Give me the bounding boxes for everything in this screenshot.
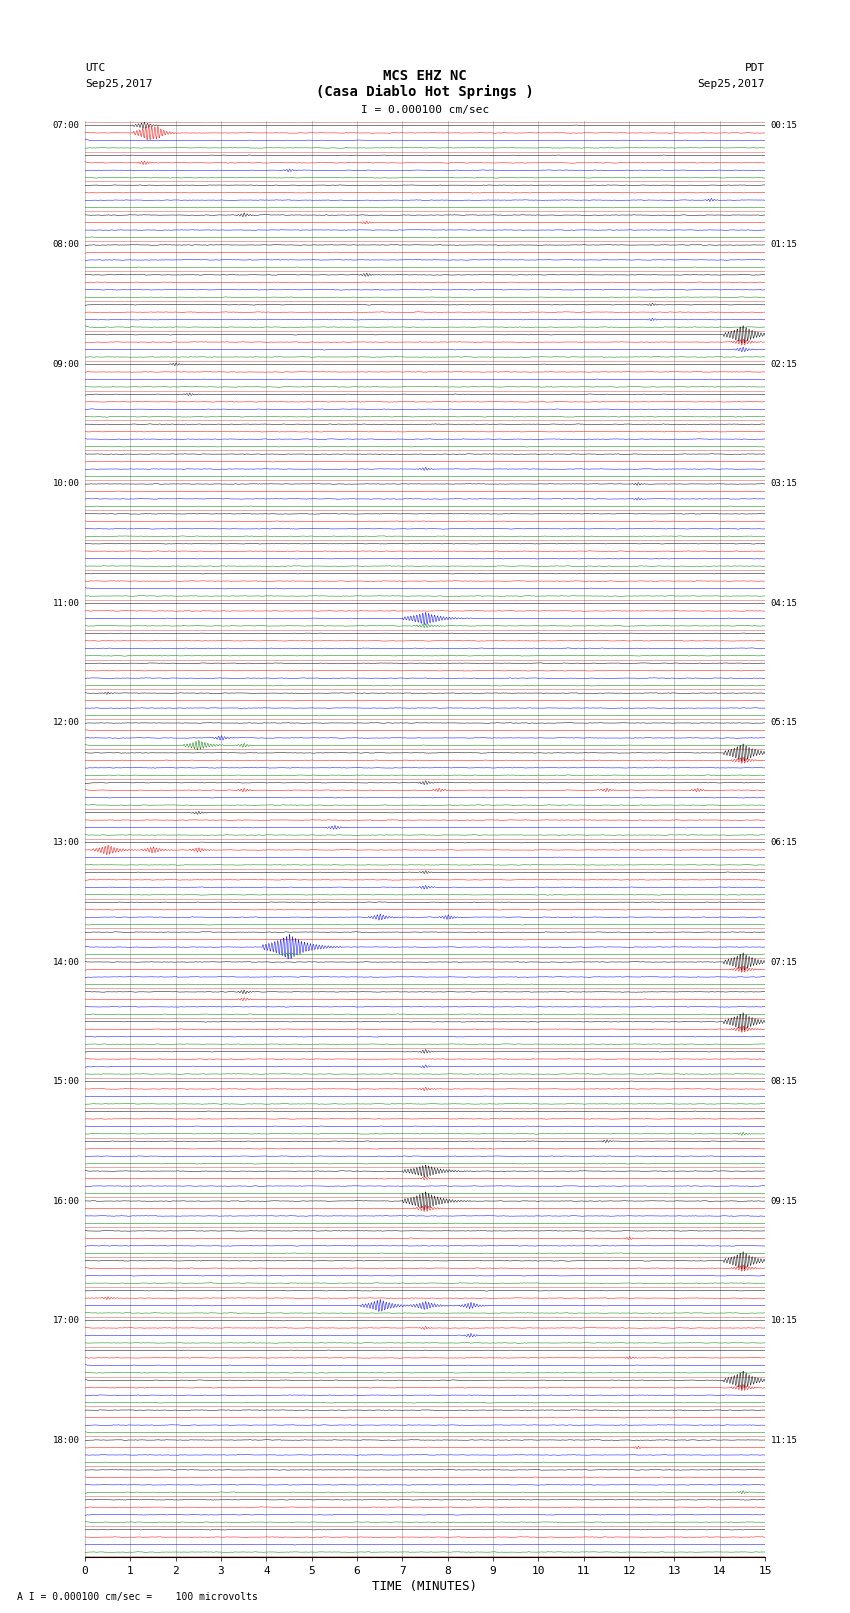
X-axis label: TIME (MINUTES): TIME (MINUTES) bbox=[372, 1579, 478, 1592]
Text: Sep25,2017: Sep25,2017 bbox=[698, 79, 765, 89]
Text: 09:15: 09:15 bbox=[770, 1197, 797, 1205]
Text: 11:00: 11:00 bbox=[53, 598, 80, 608]
Text: 09:00: 09:00 bbox=[53, 360, 80, 369]
Text: 16:00: 16:00 bbox=[53, 1197, 80, 1205]
Text: 07:15: 07:15 bbox=[770, 958, 797, 966]
Text: 08:15: 08:15 bbox=[770, 1077, 797, 1086]
Text: MCS EHZ NC: MCS EHZ NC bbox=[383, 69, 467, 82]
Text: 10:15: 10:15 bbox=[770, 1316, 797, 1324]
Text: 05:15: 05:15 bbox=[770, 718, 797, 727]
Text: 06:15: 06:15 bbox=[770, 839, 797, 847]
Text: 10:00: 10:00 bbox=[53, 479, 80, 489]
Text: 11:15: 11:15 bbox=[770, 1436, 797, 1445]
Text: Sep25,2017: Sep25,2017 bbox=[85, 79, 152, 89]
Text: 00:15: 00:15 bbox=[770, 121, 797, 131]
Text: 07:00: 07:00 bbox=[53, 121, 80, 131]
Text: 02:15: 02:15 bbox=[770, 360, 797, 369]
Text: 18:00: 18:00 bbox=[53, 1436, 80, 1445]
Text: I = 0.000100 cm/sec: I = 0.000100 cm/sec bbox=[361, 105, 489, 115]
Text: 15:00: 15:00 bbox=[53, 1077, 80, 1086]
Text: (Casa Diablo Hot Springs ): (Casa Diablo Hot Springs ) bbox=[316, 85, 534, 98]
Text: 01:15: 01:15 bbox=[770, 240, 797, 250]
Text: UTC: UTC bbox=[85, 63, 105, 73]
Text: 17:00: 17:00 bbox=[53, 1316, 80, 1324]
Text: 13:00: 13:00 bbox=[53, 839, 80, 847]
Text: 03:15: 03:15 bbox=[770, 479, 797, 489]
Text: PDT: PDT bbox=[745, 63, 765, 73]
Text: A I = 0.000100 cm/sec =    100 microvolts: A I = 0.000100 cm/sec = 100 microvolts bbox=[17, 1592, 258, 1602]
Text: 04:15: 04:15 bbox=[770, 598, 797, 608]
Text: 08:00: 08:00 bbox=[53, 240, 80, 250]
Text: 14:00: 14:00 bbox=[53, 958, 80, 966]
Text: 12:00: 12:00 bbox=[53, 718, 80, 727]
